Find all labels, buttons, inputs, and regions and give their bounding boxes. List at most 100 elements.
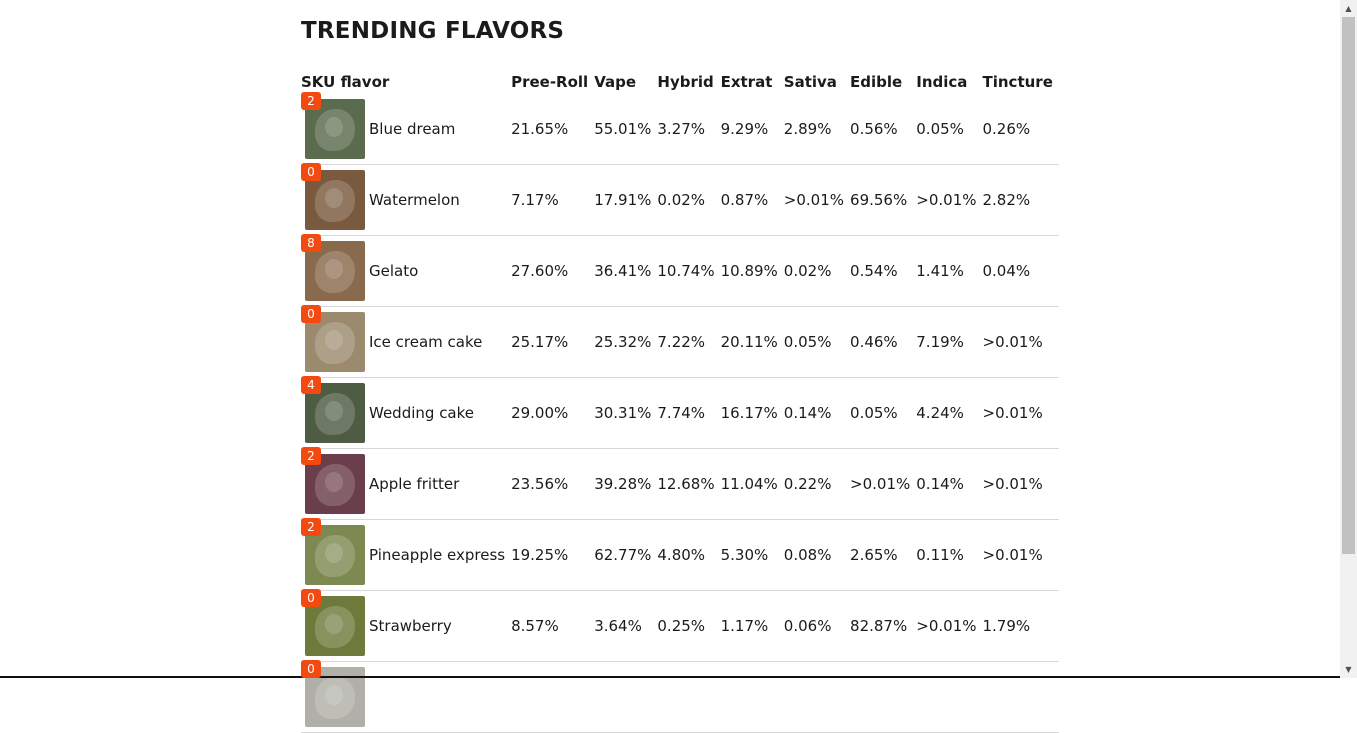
cell-sativa: 0.22% <box>784 449 850 520</box>
cell-sativa: >0.01% <box>784 165 850 236</box>
flavor-name: Gelato <box>369 262 418 280</box>
cell-tincture: 0.26% <box>983 94 1059 165</box>
cell-pre-roll <box>511 662 594 733</box>
flavor-cell: 4 Wedding cake <box>301 378 511 449</box>
cell-vape: 55.01% <box>594 94 657 165</box>
cell-edible: 2.65% <box>850 520 916 591</box>
cell-hybrid: 12.68% <box>657 449 720 520</box>
cell-sativa: 0.14% <box>784 378 850 449</box>
cell-tincture: >0.01% <box>983 378 1059 449</box>
cell-vape: 25.32% <box>594 307 657 378</box>
table-header-row: SKU flavor Pree-Roll Vape Hybrid Extrat … <box>301 70 1059 94</box>
count-badge: 0 <box>301 589 321 607</box>
cell-indica: >0.01% <box>916 165 982 236</box>
flavor-name: Pineapple express <box>369 546 505 564</box>
flavor-wrapper: 2 Apple fritter <box>301 449 505 519</box>
flavor-name: Blue dream <box>369 120 455 138</box>
column-header-vape[interactable]: Vape <box>594 70 657 94</box>
cell-hybrid <box>657 662 720 733</box>
flavor-wrapper: 2 Blue dream <box>301 94 505 164</box>
flavor-name: Wedding cake <box>369 404 474 422</box>
column-header-hybrid[interactable]: Hybrid <box>657 70 720 94</box>
cell-edible: 82.87% <box>850 591 916 662</box>
cell-pre-roll: 29.00% <box>511 378 594 449</box>
cell-tincture: 2.82% <box>983 165 1059 236</box>
cell-hybrid: 0.02% <box>657 165 720 236</box>
cell-hybrid: 0.25% <box>657 591 720 662</box>
cell-pre-roll: 8.57% <box>511 591 594 662</box>
cell-pre-roll: 25.17% <box>511 307 594 378</box>
cell-tincture: >0.01% <box>983 520 1059 591</box>
flavor-cell: 2 Apple fritter <box>301 449 511 520</box>
column-header-edible[interactable]: Edible <box>850 70 916 94</box>
table-row[interactable]: 0 <box>301 662 1059 733</box>
flavor-name: Watermelon <box>369 191 460 209</box>
cell-extract: 20.11% <box>721 307 784 378</box>
count-badge: 0 <box>301 660 321 678</box>
count-badge: 2 <box>301 92 321 110</box>
flavor-name: Strawberry <box>369 617 452 635</box>
cell-tincture: >0.01% <box>983 449 1059 520</box>
flavor-cell: 2 Blue dream <box>301 94 511 165</box>
flavor-cell: 0 <box>301 662 511 733</box>
vertical-scrollbar[interactable]: ▲ ▼ <box>1340 0 1357 678</box>
cell-edible: 0.54% <box>850 236 916 307</box>
cell-extract <box>721 662 784 733</box>
column-header-extract[interactable]: Extrat <box>721 70 784 94</box>
cell-edible: 69.56% <box>850 165 916 236</box>
column-header-indica[interactable]: Indica <box>916 70 982 94</box>
cell-indica: 0.11% <box>916 520 982 591</box>
cell-indica: 4.24% <box>916 378 982 449</box>
cell-extract: 0.87% <box>721 165 784 236</box>
scroll-down-arrow-icon[interactable]: ▼ <box>1340 661 1357 678</box>
column-header-sku-flavor[interactable]: SKU flavor <box>301 70 511 94</box>
flavor-name: Apple fritter <box>369 475 459 493</box>
flavor-wrapper: 0 Strawberry <box>301 591 505 661</box>
cell-hybrid: 10.74% <box>657 236 720 307</box>
cell-sativa: 2.89% <box>784 94 850 165</box>
flavor-name: Ice cream cake <box>369 333 482 351</box>
cell-hybrid: 4.80% <box>657 520 720 591</box>
count-badge: 4 <box>301 376 321 394</box>
flavor-cell: 0 Strawberry <box>301 591 511 662</box>
cell-tincture: 0.04% <box>983 236 1059 307</box>
cell-pre-roll: 7.17% <box>511 165 594 236</box>
cell-edible: 0.46% <box>850 307 916 378</box>
cell-pre-roll: 19.25% <box>511 520 594 591</box>
cell-sativa: 0.06% <box>784 591 850 662</box>
cell-indica: >0.01% <box>916 591 982 662</box>
scroll-up-arrow-icon[interactable]: ▲ <box>1340 0 1357 17</box>
cell-sativa <box>784 662 850 733</box>
count-badge: 2 <box>301 518 321 536</box>
count-badge: 2 <box>301 447 321 465</box>
cell-sativa: 0.08% <box>784 520 850 591</box>
scrollbar-thumb[interactable] <box>1342 17 1355 554</box>
cell-extract: 9.29% <box>721 94 784 165</box>
flavor-wrapper: 2 Pineapple express <box>301 520 505 590</box>
cell-vape: 62.77% <box>594 520 657 591</box>
cell-edible: 0.56% <box>850 94 916 165</box>
cell-hybrid: 7.22% <box>657 307 720 378</box>
cell-vape: 3.64% <box>594 591 657 662</box>
cell-vape <box>594 662 657 733</box>
column-header-tincture[interactable]: Tincture <box>983 70 1059 94</box>
cell-edible: 0.05% <box>850 378 916 449</box>
cell-vape: 30.31% <box>594 378 657 449</box>
column-header-sativa[interactable]: Sativa <box>784 70 850 94</box>
column-header-pre-roll[interactable]: Pree-Roll <box>511 70 594 94</box>
cell-sativa: 0.02% <box>784 236 850 307</box>
trending-flavors-table: SKU flavor Pree-Roll Vape Hybrid Extrat … <box>301 70 1059 733</box>
